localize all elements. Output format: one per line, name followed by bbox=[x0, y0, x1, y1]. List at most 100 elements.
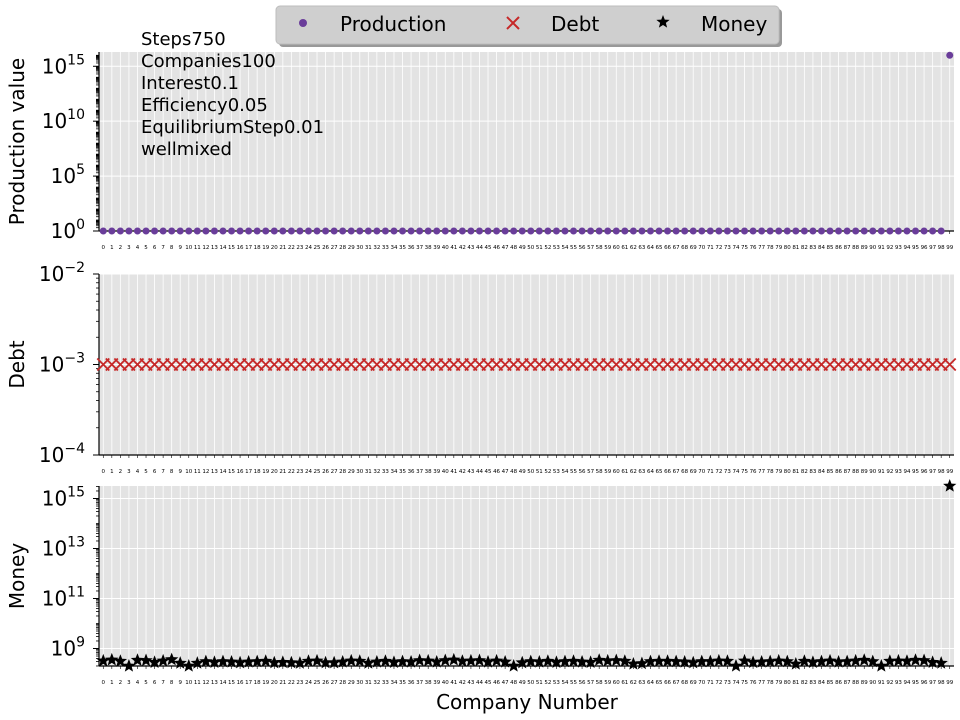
money-point bbox=[165, 652, 179, 666]
production-point bbox=[706, 227, 714, 235]
x-tick-label: 83 bbox=[809, 680, 816, 686]
money-point bbox=[156, 653, 170, 667]
x-tick-label: 93 bbox=[895, 469, 902, 475]
x-tick-label: 44 bbox=[476, 680, 483, 686]
money-point bbox=[831, 654, 846, 668]
production-point bbox=[475, 227, 483, 235]
x-tick-label: 9 bbox=[178, 469, 182, 475]
money-point bbox=[789, 656, 803, 670]
y-axis-label: Debt bbox=[5, 340, 29, 388]
x-tick-label: 95 bbox=[912, 680, 919, 686]
x-tick-label: 83 bbox=[809, 469, 816, 475]
production-point bbox=[322, 227, 330, 235]
x-tick-label: 39 bbox=[433, 469, 440, 475]
production-point bbox=[715, 227, 723, 235]
x-tick-label: 65 bbox=[656, 680, 663, 686]
x-tick-label: 7 bbox=[161, 245, 165, 251]
x-tick-label: 25 bbox=[314, 245, 321, 251]
production-point bbox=[800, 227, 808, 235]
x-tick-label: 1 bbox=[110, 245, 114, 251]
x-tick-label: 37 bbox=[416, 469, 423, 475]
x-tick-label: 76 bbox=[750, 245, 757, 251]
money-point bbox=[182, 659, 196, 672]
x-tick-label: 95 bbox=[912, 245, 919, 251]
money-point bbox=[421, 653, 435, 667]
money-point bbox=[840, 654, 854, 668]
x-tick-label: 90 bbox=[869, 245, 876, 251]
production-point bbox=[621, 227, 629, 235]
money-point bbox=[652, 654, 666, 667]
x-tick-label: 28 bbox=[339, 680, 346, 686]
production-point bbox=[168, 227, 176, 235]
annotation-interest: Interest0.1 bbox=[141, 73, 239, 94]
production-point bbox=[493, 227, 501, 235]
x-tick-label: 15 bbox=[228, 680, 235, 686]
x-tick-label: 69 bbox=[690, 469, 697, 475]
x-tick-label: 82 bbox=[801, 245, 808, 251]
production-point bbox=[142, 227, 150, 235]
production-point bbox=[672, 227, 680, 235]
x-tick-label: 70 bbox=[698, 680, 705, 686]
x-tick-label: 37 bbox=[416, 245, 423, 251]
x-tick-label: 16 bbox=[237, 680, 244, 686]
x-tick-label: 6 bbox=[153, 469, 157, 475]
x-tick-label: 99 bbox=[946, 680, 953, 686]
x-tick-label: 62 bbox=[630, 469, 637, 475]
production-point bbox=[339, 227, 347, 235]
production-point bbox=[792, 227, 800, 235]
x-tick-label: 73 bbox=[724, 680, 731, 686]
x-tick-label: 88 bbox=[852, 469, 859, 475]
x-tick-label: 39 bbox=[433, 680, 440, 686]
money-point bbox=[327, 655, 341, 669]
x-tick-label: 80 bbox=[784, 245, 791, 251]
x-tick-label: 63 bbox=[638, 469, 645, 475]
x-tick-label: 1 bbox=[110, 680, 114, 686]
x-tick-label: 8 bbox=[170, 680, 174, 686]
production-point bbox=[133, 227, 141, 235]
x-tick-label: 18 bbox=[254, 680, 261, 686]
y-tick-label: 105 bbox=[51, 162, 85, 188]
production-point bbox=[723, 227, 731, 235]
money-point bbox=[276, 655, 290, 668]
x-tick-label: 83 bbox=[809, 245, 816, 251]
production-point bbox=[159, 227, 167, 235]
production-point bbox=[775, 227, 783, 235]
money-point bbox=[806, 655, 820, 668]
legend-box bbox=[275, 5, 780, 45]
x-tick-label: 57 bbox=[587, 469, 594, 475]
money-point bbox=[601, 653, 615, 667]
production-point bbox=[527, 227, 535, 235]
production-point bbox=[304, 227, 312, 235]
x-tick-label: 35 bbox=[399, 680, 406, 686]
x-tick-label: 93 bbox=[895, 245, 902, 251]
x-tick-label: 65 bbox=[656, 469, 663, 475]
production-point bbox=[535, 227, 543, 235]
x-tick-label: 27 bbox=[331, 469, 338, 475]
money-point bbox=[925, 655, 940, 668]
production-point bbox=[185, 227, 193, 235]
x-tick-label: 14 bbox=[219, 469, 226, 475]
money-point bbox=[130, 653, 145, 666]
money-point bbox=[481, 654, 495, 668]
x-tick-label: 29 bbox=[348, 469, 355, 475]
x-tick-label: 59 bbox=[604, 469, 611, 475]
money-point bbox=[139, 653, 153, 667]
x-tick-label: 96 bbox=[921, 245, 928, 251]
money-point bbox=[823, 653, 837, 667]
x-tick-label: 33 bbox=[382, 469, 389, 475]
x-tick-label: 4 bbox=[136, 469, 140, 475]
x-tick-label: 67 bbox=[673, 469, 680, 475]
annotation-mixing: wellmixed bbox=[141, 139, 232, 160]
x-tick-label: 49 bbox=[519, 245, 526, 251]
x-tick-label: 43 bbox=[467, 680, 474, 686]
x-tick-label: 77 bbox=[758, 469, 765, 475]
x-tick-label: 12 bbox=[202, 680, 209, 686]
x-tick-label: 19 bbox=[262, 469, 269, 475]
x-tick-label: 76 bbox=[750, 680, 757, 686]
x-tick-label: 97 bbox=[929, 245, 936, 251]
production-point bbox=[262, 227, 270, 235]
money-point bbox=[387, 655, 401, 668]
y-tick-label: 1015 bbox=[42, 52, 85, 78]
money-point bbox=[669, 654, 683, 668]
y-tick-label: 1010 bbox=[42, 107, 85, 133]
